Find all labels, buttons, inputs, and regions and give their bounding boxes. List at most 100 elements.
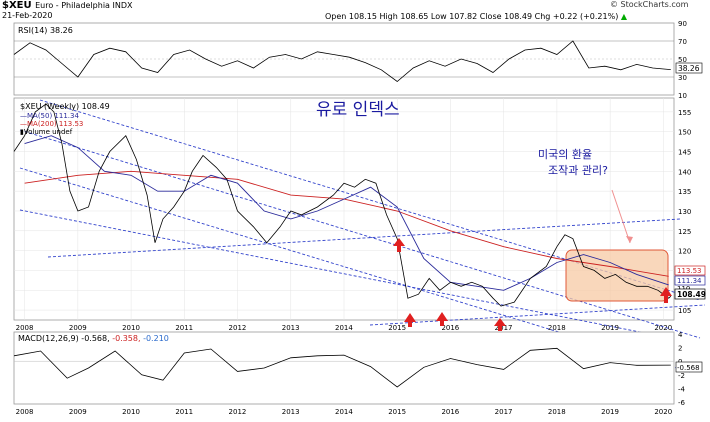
rsi-tick-label: 30 [678, 74, 687, 82]
macd-label: MACD(12,26,9) -0.568, -0.358, -0.210 [18, 334, 169, 343]
legend-ma50-text: MA(50) 111.34 [27, 112, 79, 120]
macd-tick-label: -6 [678, 399, 686, 407]
legend: $XEU (Weekly) 108.49 —MA(50) 111.34 —MA(… [20, 102, 110, 136]
legend-volume: ▮Volume undef [20, 128, 73, 136]
ma200-value: 113.53 [677, 267, 702, 275]
legend-volume-text: Volume undef [24, 128, 73, 136]
year-label: 2019 [601, 324, 619, 332]
ma200-value-box [674, 265, 706, 276]
ohlc-text: Open 108.15 High 108.65 Low 107.82 Close… [325, 12, 619, 21]
rsi-ticks: 90 70 50 30 10 [678, 20, 687, 100]
macd-year-label: 2020 [654, 408, 672, 416]
legend-ma50: —MA(50) 111.34 [20, 112, 79, 120]
arrow-up-icon [404, 313, 416, 327]
macd-label-main: MACD(12,26,9) -0.568, [18, 334, 110, 343]
arrow-up-icon [393, 238, 405, 252]
channel-mid-1 [19, 129, 701, 339]
legend-ma200: —MA(200) 113.53 [20, 120, 83, 128]
ohlc-readout: Open 108.15 High 108.65 Low 107.82 Close… [325, 12, 627, 21]
channel-lower [19, 167, 691, 373]
annotation-pointer [611, 189, 631, 244]
price-value: 108.49 [677, 290, 706, 299]
rsi-tick-label: 90 [678, 20, 687, 28]
macd-line [13, 347, 671, 388]
macd-value-box [675, 361, 703, 373]
year-label: 2018 [548, 324, 566, 332]
ma50-line [24, 135, 669, 291]
year-label: 2011 [175, 324, 193, 332]
year-label: 2013 [282, 324, 300, 332]
rsi-tick-label: 70 [678, 38, 687, 46]
year-label: 2016 [441, 324, 459, 332]
price-labels: 113.53 111.34 110 108.49 [674, 265, 706, 300]
arrow-up-icon [494, 318, 506, 331]
arrow-up-icon [436, 312, 448, 326]
price-value-box [674, 288, 706, 300]
macd-tick-label: 2 [678, 345, 682, 353]
ma50-value-box [674, 275, 706, 286]
price-line [13, 103, 672, 307]
macd-year-label: 2013 [282, 408, 300, 416]
macd-label-hist: -0.210 [143, 334, 169, 343]
macd-year-label: 2010 [122, 408, 140, 416]
year-label: 2009 [69, 324, 87, 332]
rsi-tick-label: 10 [678, 92, 687, 100]
year-label: 2012 [229, 324, 247, 332]
annotation-pointer-head [626, 236, 633, 243]
rsi-line [13, 40, 671, 83]
macd-year-label: 2015 [388, 408, 406, 416]
macd-year-label: 2018 [548, 408, 566, 416]
year-label: 2020 [654, 324, 672, 332]
annotation-question-1: 미국의 환율 [538, 148, 592, 161]
macd-year-labels: 2008 2009 2010 2011 2012 2013 2014 2015 2016 2017… [16, 408, 673, 416]
buy-arrows [393, 238, 672, 331]
ma50-value: 111.34 [677, 277, 702, 285]
year-label: 2010 [122, 324, 140, 332]
rsi-panel: RSI(14) 38.26 90 70 50 30 10 38.26 [13, 20, 703, 100]
macd-current-value: -0.568 [677, 364, 700, 372]
symbol-name: Euro - Philadelphia INDX [35, 1, 133, 10]
y-tick-label: 130 [678, 208, 691, 216]
macd-year-label: 2009 [69, 408, 87, 416]
symbol-text: $XEU [2, 0, 32, 11]
main-panel: 155150145140135130125120115110105 200820… [13, 97, 706, 373]
watermark: © StockCharts.com [610, 0, 689, 9]
y-tick-label: 120 [678, 248, 691, 256]
annotation-question-2: 조작과 관리? [548, 164, 608, 177]
year-label: 2015 [388, 324, 406, 332]
y-tick-label: 125 [678, 228, 691, 236]
rsi-label: RSI(14) 38.26 [18, 26, 73, 35]
y-tick-label: 145 [678, 149, 691, 157]
symbol-label: $XEU Euro - Philadelphia INDX [2, 0, 132, 11]
macd-year-label: 2014 [335, 408, 353, 416]
macd-panel: MACD(12,26,9) -0.568, -0.358, -0.210 4 20… [13, 331, 703, 416]
year-label: 2008 [16, 324, 34, 332]
main-year-labels: 2008 2009 2010 2011 2012 2013 2014 2015 2016 2017… [16, 324, 673, 332]
macd-year-label: 2008 [16, 408, 34, 416]
channel-mid-2 [19, 209, 656, 336]
macd-year-label: 2017 [495, 408, 513, 416]
macd-year-label: 2011 [175, 408, 193, 416]
y-tick-label: 140 [678, 168, 691, 176]
y-tick-label: 135 [678, 188, 691, 196]
chart-date: 21-Feb-2020 [2, 11, 53, 20]
macd-tick-label: 4 [678, 331, 683, 339]
y-tick-label: 150 [678, 129, 691, 137]
y-tick-label: 105 [678, 307, 691, 315]
rsi-current-value: 38.26 [678, 64, 700, 73]
macd-year-label: 2019 [601, 408, 619, 416]
y-tick-label: 155 [678, 109, 691, 117]
year-label: 2014 [335, 324, 353, 332]
arrow-up-icon [660, 287, 672, 303]
macd-year-label: 2012 [229, 408, 247, 416]
rsi-value-box [675, 62, 703, 74]
macd-label-signal: -0.358, [112, 334, 140, 343]
legend-price: $XEU (Weekly) 108.49 [20, 102, 110, 111]
chg-up-icon: ▲ [620, 12, 628, 21]
annotation-title: 유로 인덱스 [316, 100, 400, 120]
macd-tick-label: -4 [678, 385, 686, 393]
macd-year-label: 2016 [441, 408, 459, 416]
macd-frame [13, 331, 675, 405]
